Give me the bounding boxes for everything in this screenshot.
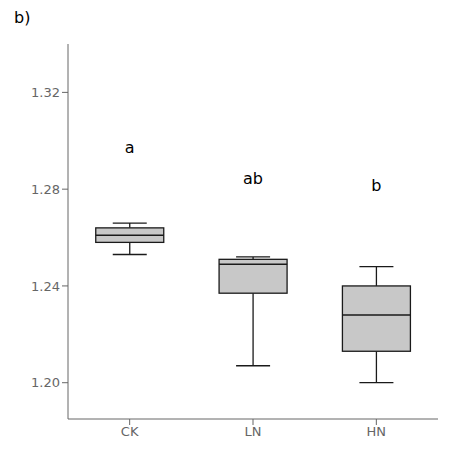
svg-text:LN: LN (245, 424, 262, 439)
svg-text:HN: HN (367, 424, 387, 439)
svg-text:a: a (125, 138, 135, 157)
svg-text:1.32: 1.32 (31, 85, 60, 100)
html-text:b): b) (14, 8, 31, 27)
svg-text:1.20: 1.20 (31, 375, 60, 390)
svg-text:ab: ab (243, 169, 263, 188)
svg-text:CK: CK (121, 424, 139, 439)
svg-text:b: b (371, 176, 381, 195)
svg-text:1.28: 1.28 (31, 182, 60, 197)
svg-text:1.24: 1.24 (31, 279, 60, 294)
